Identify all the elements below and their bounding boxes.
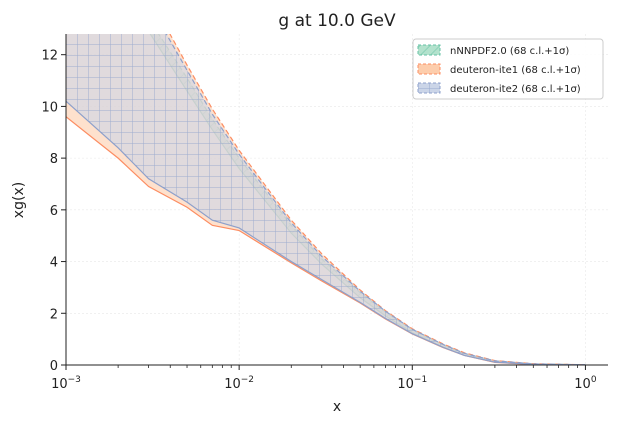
legend-label: nNNPDF2.0 (68 c.l.+1σ) bbox=[450, 46, 569, 57]
y-tick-label: 10 bbox=[41, 100, 58, 115]
legend: nNNPDF2.0 (68 c.l.+1σ) deuteron-ite1 (68 … bbox=[412, 38, 604, 100]
y-axis-title: xg(x) bbox=[11, 182, 27, 218]
x-tick-label: 10−2 bbox=[224, 375, 254, 392]
series-lower-line bbox=[66, 100, 586, 365]
legend-frame bbox=[412, 38, 604, 100]
legend-entry: deuteron-ite2 (68 c.l.+1σ) bbox=[417, 82, 581, 95]
x-tick-label: 10−1 bbox=[397, 375, 427, 392]
legend-entry: nNNPDF2.0 (68 c.l.+1σ) bbox=[417, 44, 569, 57]
y-tick-label: 8 bbox=[50, 152, 58, 167]
y-tick-label: 6 bbox=[50, 204, 58, 219]
legend-swatch bbox=[417, 63, 441, 75]
legend-label: deuteron-ite1 (68 c.l.+1σ) bbox=[450, 65, 581, 76]
x-ticks: 10−3 10−2 10−1 100 bbox=[51, 365, 597, 392]
series-3 bbox=[66, 34, 586, 365]
x-tick-label: 10−3 bbox=[51, 375, 81, 392]
series-layer bbox=[66, 34, 586, 365]
series-hatch bbox=[66, 34, 586, 365]
series-upper-line bbox=[165, 34, 586, 365]
legend-label: deuteron-ite2 (68 c.l.+1σ) bbox=[450, 84, 581, 95]
legend-entry: deuteron-ite1 (68 c.l.+1σ) bbox=[417, 63, 581, 76]
x-tick-label: 100 bbox=[574, 375, 597, 392]
y-tick-label: 4 bbox=[50, 256, 58, 271]
y-tick-label: 0 bbox=[50, 359, 58, 374]
y-tick-label: 12 bbox=[41, 49, 58, 64]
legend-swatch-hatch bbox=[418, 45, 440, 55]
x-axis-title: x bbox=[333, 399, 341, 415]
legend-swatch-hatch bbox=[418, 83, 440, 93]
y-ticks: 0 2 4 6 8 10 12 bbox=[41, 49, 66, 374]
chart-title: g at 10.0 GeV bbox=[278, 11, 396, 31]
y-tick-label: 2 bbox=[50, 307, 58, 322]
